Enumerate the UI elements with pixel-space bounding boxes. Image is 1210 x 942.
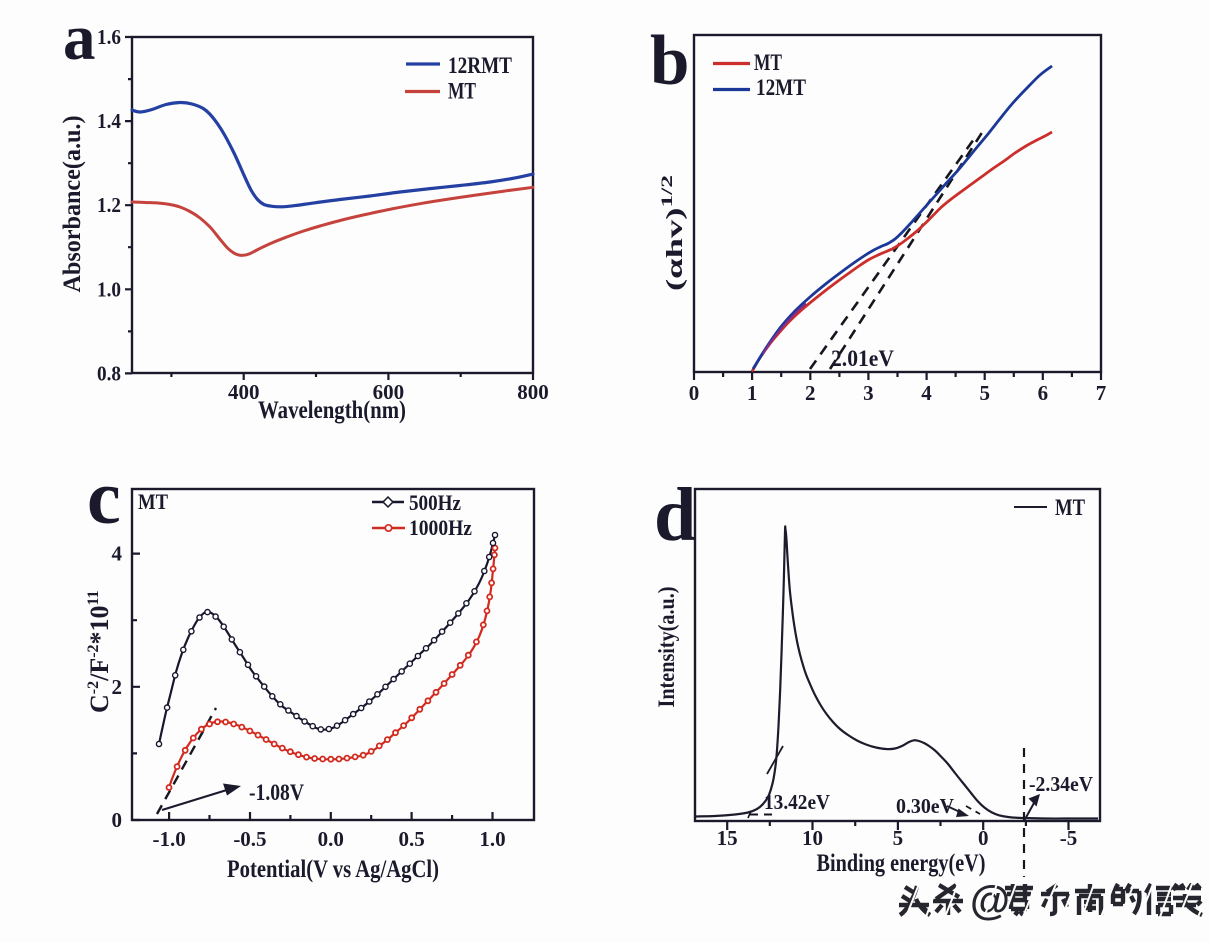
svg-text:Absorbance(a.u.): Absorbance(a.u.): [59, 116, 86, 293]
svg-text:-1.08V: -1.08V: [249, 780, 304, 805]
svg-text:600: 600: [373, 380, 405, 404]
svg-text:0: 0: [112, 808, 123, 832]
svg-text:-0.5: -0.5: [233, 827, 266, 851]
svg-text:15: 15: [717, 826, 738, 850]
svg-text:400: 400: [228, 380, 260, 404]
svg-text:MT: MT: [754, 50, 782, 75]
svg-text:MT: MT: [138, 489, 168, 514]
svg-text:1.0: 1.0: [479, 827, 505, 851]
svg-text:2: 2: [805, 381, 816, 405]
svg-text:0.5: 0.5: [399, 827, 425, 851]
svg-text:800: 800: [517, 380, 549, 404]
svg-text:1.4: 1.4: [97, 109, 121, 133]
svg-text:1.6: 1.6: [97, 25, 121, 49]
svg-text:2.01eV: 2.01eV: [831, 346, 894, 371]
svg-text:1: 1: [747, 381, 758, 405]
svg-text:7: 7: [1096, 381, 1107, 405]
svg-text:3: 3: [863, 381, 874, 405]
svg-text:4: 4: [112, 542, 123, 566]
svg-text:c: c: [87, 456, 121, 540]
svg-text:MT: MT: [448, 79, 476, 104]
svg-text:500Hz: 500Hz: [409, 490, 461, 515]
svg-text:12RMT: 12RMT: [448, 53, 512, 78]
svg-text:0: 0: [689, 381, 700, 405]
svg-text:b: b: [650, 22, 690, 100]
svg-text:4: 4: [921, 381, 932, 405]
svg-text:d: d: [654, 473, 696, 557]
svg-text:C-2/F-2*1011: C-2/F-2*1011: [85, 590, 114, 713]
svg-text:a: a: [63, 2, 96, 74]
svg-text:6: 6: [1038, 381, 1049, 405]
svg-text:0: 0: [978, 826, 989, 850]
svg-text:1000Hz: 1000Hz: [409, 515, 472, 540]
svg-text:13.42eV: 13.42eV: [764, 790, 830, 814]
svg-text:0.8: 0.8: [97, 361, 121, 385]
svg-text:Intensity(a.u.): Intensity(a.u.): [654, 587, 679, 708]
svg-text:1.0: 1.0: [97, 277, 121, 301]
svg-text:MT: MT: [1055, 495, 1085, 520]
svg-text:5: 5: [979, 381, 990, 405]
svg-text:0.30eV: 0.30eV: [896, 794, 954, 818]
svg-text:Binding energy(eV): Binding energy(eV): [817, 850, 986, 877]
svg-text:-5: -5: [1060, 826, 1078, 850]
svg-text:1.2: 1.2: [97, 193, 121, 217]
svg-text:5: 5: [893, 826, 904, 850]
svg-text:2: 2: [112, 675, 123, 699]
svg-text:0.0: 0.0: [318, 827, 344, 851]
svg-text:Wavelength(nm): Wavelength(nm): [258, 397, 406, 424]
svg-text:-2.34eV: -2.34eV: [1029, 772, 1093, 796]
svg-text:Potential(V vs Ag/AgCl): Potential(V vs Ag/AgCl): [227, 856, 439, 883]
svg-text:12MT: 12MT: [756, 75, 806, 100]
svg-text:10: 10: [802, 826, 823, 850]
svg-text:-1.0: -1.0: [152, 827, 185, 851]
